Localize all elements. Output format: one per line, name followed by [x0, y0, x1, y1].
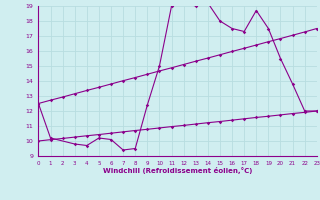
X-axis label: Windchill (Refroidissement éolien,°C): Windchill (Refroidissement éolien,°C)	[103, 167, 252, 174]
